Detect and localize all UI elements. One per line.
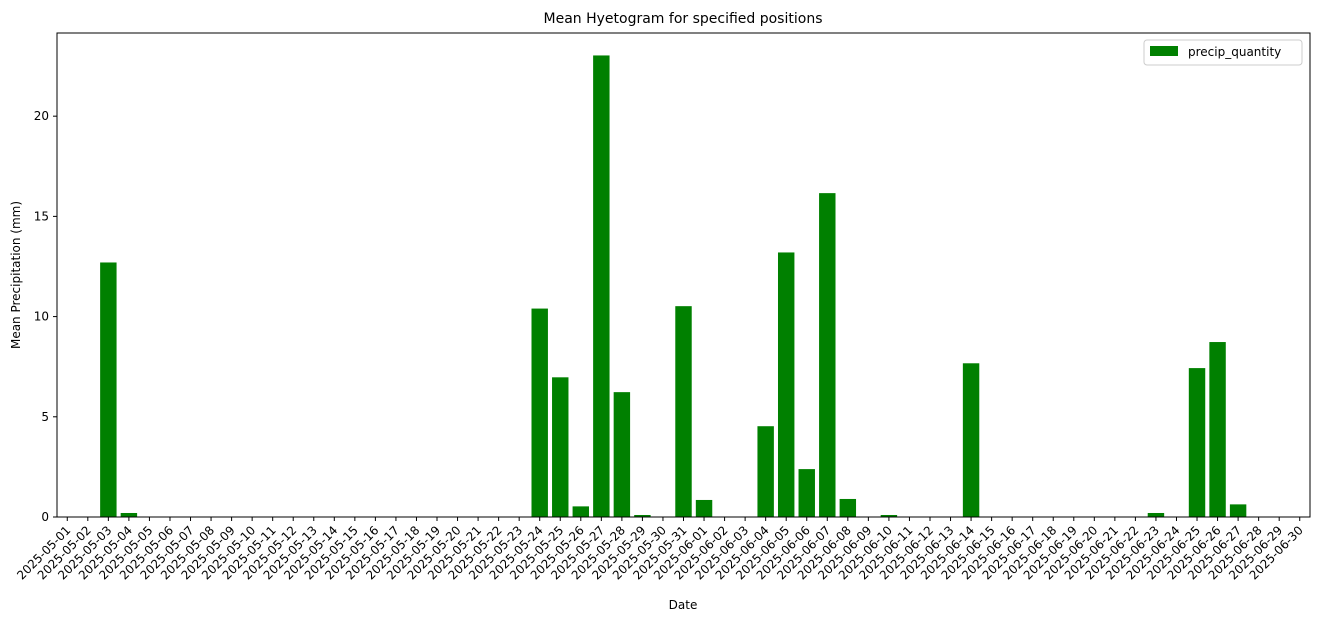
bar-2025-06-08 bbox=[839, 498, 857, 517]
bar-2025-05-04 bbox=[120, 512, 138, 517]
chart-title: Mean Hyetogram for specified positions bbox=[544, 11, 823, 27]
bar-2025-05-24 bbox=[531, 308, 548, 517]
legend-swatch bbox=[1150, 46, 1178, 56]
legend: precip_quantity bbox=[1143, 39, 1303, 66]
y-tick-label: 10 bbox=[34, 310, 49, 324]
bar-2025-06-06 bbox=[798, 469, 815, 517]
plot-frame bbox=[56, 32, 1311, 518]
bar-2025-05-27 bbox=[593, 55, 610, 517]
y-tick-label: 0 bbox=[41, 510, 49, 524]
legend-label: precip_quantity bbox=[1188, 45, 1281, 59]
bar-2025-06-25 bbox=[1188, 368, 1206, 517]
y-ticks: 0 5 10 15 20 bbox=[34, 109, 57, 524]
bar-2025-06-04 bbox=[757, 426, 774, 517]
bar-2025-06-01 bbox=[695, 499, 713, 517]
x-axis-label: Date bbox=[669, 598, 698, 612]
bar-2025-05-26 bbox=[572, 506, 590, 517]
y-tick-label: 20 bbox=[34, 109, 49, 123]
bar-2025-06-23 bbox=[1147, 512, 1165, 517]
legend-frame bbox=[1143, 39, 1303, 66]
bar-2025-06-05 bbox=[777, 252, 795, 517]
bar-2025-06-27 bbox=[1229, 504, 1247, 517]
y-tick-label: 5 bbox=[41, 410, 49, 424]
bar-2025-05-25 bbox=[552, 377, 569, 517]
bar-2025-06-14 bbox=[962, 363, 980, 517]
bar-2025-06-26 bbox=[1209, 342, 1226, 517]
y-axis-label: Mean Precipitation (mm) bbox=[9, 201, 23, 349]
x-ticks: 2025-05-012025-05-022025-05-032025-05-04… bbox=[14, 517, 1306, 582]
bar-2025-05-31 bbox=[675, 306, 692, 517]
y-tick-label: 15 bbox=[34, 209, 49, 223]
bar-2025-05-03 bbox=[100, 262, 117, 517]
bar-2025-05-29 bbox=[634, 514, 651, 517]
bar-2025-06-07 bbox=[819, 193, 836, 517]
bar-2025-06-10 bbox=[880, 514, 898, 517]
bars bbox=[100, 55, 1247, 517]
bar-2025-05-28 bbox=[613, 392, 631, 517]
